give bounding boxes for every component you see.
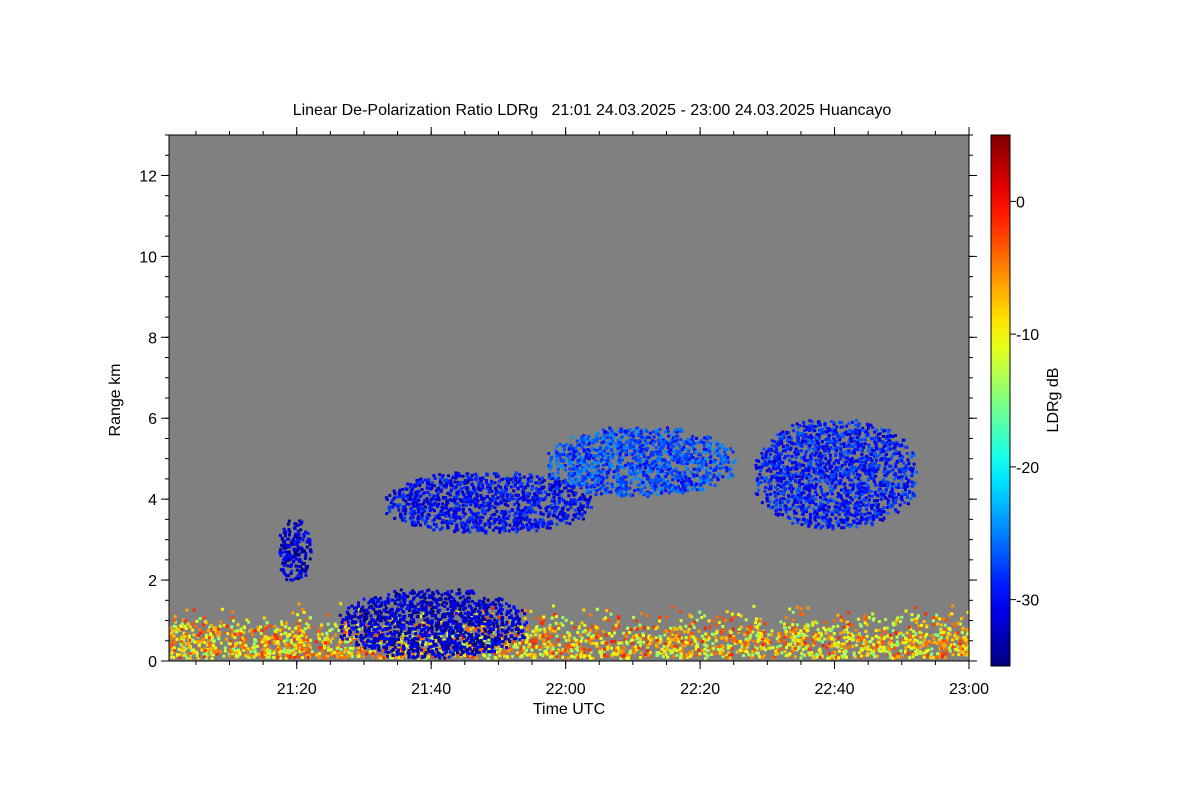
colorbar-gradient — [990, 134, 1011, 667]
colorbar-tick-label: -20 — [1016, 460, 1039, 477]
plot-background — [169, 135, 969, 661]
y-axis-label: Range km — [107, 364, 124, 437]
colorbar-tick-label: 0 — [1016, 194, 1025, 211]
y-axis: 0 2 4 6 8 10 12 — [139, 134, 977, 671]
x-axis-label: Time UTC — [533, 701, 605, 718]
chart-title: Linear De-Polarization Ratio LDRg 21:01 … — [293, 102, 892, 119]
feature-cloud-band-c — [754, 419, 919, 531]
plot-area — [168, 134, 970, 662]
y-tick-label: 6 — [148, 411, 157, 428]
colorbar-tick-label: -30 — [1016, 593, 1039, 610]
feature-precipitation-fall — [338, 588, 529, 660]
x-tick-label: 22:20 — [680, 681, 720, 698]
y-tick-label: 10 — [139, 249, 157, 266]
y-tick-label: 0 — [148, 654, 157, 671]
colorbar: 0 -10 -20 -30 — [990, 134, 1039, 667]
feature-thin-layer-arc — [278, 519, 313, 582]
x-axis: 21:20 21:40 22:00 22:20 22:40 23:00 — [195, 127, 989, 698]
colorbar-tick-label: -10 — [1016, 327, 1039, 344]
x-tick-label: 22:00 — [546, 681, 586, 698]
feature-cloud-band-b — [547, 426, 737, 498]
x-tick-label: 21:20 — [277, 681, 317, 698]
x-tick-label: 23:00 — [949, 681, 989, 698]
x-tick-label: 21:40 — [411, 681, 451, 698]
y-tick-label: 4 — [148, 492, 157, 509]
x-tick-label: 22:40 — [815, 681, 855, 698]
y-tick-label: 12 — [139, 168, 157, 185]
y-tick-label: 8 — [148, 330, 157, 347]
colorbar-label: LDRg dB — [1045, 368, 1062, 433]
y-tick-label: 2 — [148, 573, 157, 590]
feature-cloud-band-a — [384, 471, 593, 535]
